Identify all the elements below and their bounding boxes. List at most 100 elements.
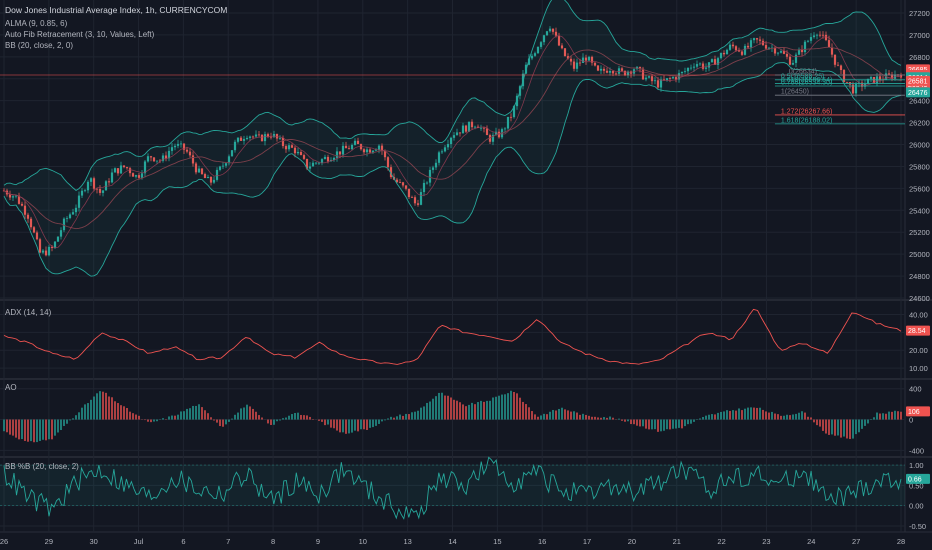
candle-body [650,76,654,82]
candle-body [452,135,456,138]
candle-body [497,131,501,138]
indicator-alma[interactable]: ALMA (9, 0.85, 6) [5,19,68,28]
fib-level-label: 0.5(26588.25) [781,73,825,80]
candle-body [383,150,387,158]
candle-body [662,79,666,81]
candle-body [854,83,858,94]
candle-body [260,134,264,142]
candle-body [56,236,60,242]
price-tag: 26476 [906,87,930,98]
main-pane[interactable]: 0(26634)0.5(26588.25)0.618(26556.54)0.78… [0,0,905,277]
candle-body [506,116,510,129]
candle-body [221,165,225,167]
candle-body [59,230,63,237]
x-tick-label: 23 [762,537,770,546]
x-tick-label: 24 [807,537,815,546]
candle-body [347,148,351,150]
candle-body [725,49,729,55]
candle-body [299,151,303,156]
candle-body [185,149,189,152]
candle-body [431,167,435,170]
candle-body [338,151,342,155]
candle-body [488,135,492,142]
candle-body [281,137,285,147]
candle-body [125,167,129,169]
candle-body [776,52,780,54]
candle-body [692,66,696,68]
candle-body [557,35,561,46]
candle-body [140,173,144,178]
indicator-autofib[interactable]: Auto Fib Retracement (3, 10, Values, Lef… [5,30,155,39]
candle-body [701,63,705,69]
candle-body [368,149,372,153]
candle-body [122,165,126,168]
candle-body [332,157,336,160]
x-tick-label: 26 [0,537,8,546]
candle-body [623,70,627,76]
candle-body [695,64,699,67]
candle-body [47,246,51,256]
candle-body [437,152,441,163]
candle-body [449,137,453,145]
candle-body [413,197,417,204]
last-value-bg [906,473,930,484]
candle-body [584,57,588,61]
candle-body [425,182,429,184]
candle-body [218,166,222,170]
candle-body [443,147,447,152]
candle-body [713,59,717,65]
candle-body [599,68,603,71]
candle-body [842,70,846,82]
indicator-ao[interactable]: AO [5,383,17,392]
bb-upper-line [3,0,902,191]
candle-body [20,203,24,206]
candle-body [11,196,15,198]
candle-body [740,51,744,55]
x-tick-label: 13 [403,537,411,546]
candle-body [578,62,582,64]
candle-body [305,158,309,169]
indicator-bb[interactable]: BB (20, close, 2, 0) [5,41,73,50]
ao-pane[interactable] [3,390,902,443]
candle-body [710,59,714,63]
y-tick-label-main: 25600 [909,184,930,193]
candle-body [596,65,600,71]
indicator-adx[interactable]: ADX (14, 14) [5,308,52,317]
candle-body [254,134,258,137]
candle-body [386,157,390,168]
y-tick-label-bbp-pane: 0.50 [909,481,924,490]
candle-body [587,56,591,61]
candle-body [68,214,72,219]
candle-body [803,41,807,53]
candle-body [290,145,294,148]
candle-body [233,141,237,151]
candle-body [107,181,111,183]
candle-body [689,67,693,69]
x-tick-label: 8 [271,537,275,546]
candle-body [26,214,30,219]
candle-body [569,58,573,62]
candle-body [572,61,576,69]
candle-body [356,140,360,145]
adx-pane[interactable] [3,308,902,365]
candle-body [686,67,690,72]
candle-body [263,134,267,142]
y-tick-label-main: 25000 [909,250,930,259]
bbp-pane[interactable] [0,456,905,520]
candle-body [152,157,156,162]
x-tick-label: 10 [359,537,367,546]
candle-body [245,137,249,140]
candle-body [278,137,282,139]
candle-body [71,212,75,215]
candle-body [248,136,252,138]
candle-body [179,143,183,145]
candle-body [374,149,378,151]
indicator-bbp[interactable]: BB %B (20, close, 2) [5,462,79,471]
candle-body [890,74,894,79]
candle-body [665,78,669,81]
candle-body [194,163,198,173]
candle-body [149,156,153,158]
y-tick-label-main: 26000 [909,141,930,150]
candle-body [164,155,168,159]
